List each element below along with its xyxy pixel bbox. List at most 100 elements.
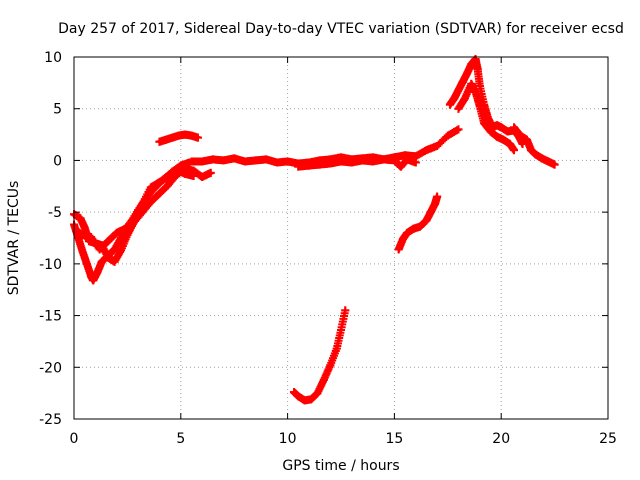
series-arc-dip bbox=[290, 306, 350, 405]
data-point bbox=[422, 146, 431, 155]
data-point bbox=[341, 306, 350, 315]
data-point bbox=[110, 245, 119, 254]
data-point bbox=[445, 100, 454, 109]
data-point bbox=[112, 228, 121, 237]
data-point bbox=[454, 86, 463, 95]
data-point bbox=[163, 172, 172, 181]
data-point bbox=[358, 156, 367, 165]
data-point bbox=[121, 224, 130, 233]
data-point bbox=[219, 156, 228, 165]
data-point bbox=[537, 154, 546, 163]
data-point bbox=[422, 216, 431, 225]
data-point bbox=[403, 228, 412, 237]
x-tick-label: 10 bbox=[279, 431, 297, 447]
chart-title: Day 257 of 2017, Sidereal Day-to-day VTE… bbox=[58, 21, 624, 37]
series-arc-rise bbox=[394, 192, 442, 254]
data-point bbox=[409, 224, 418, 233]
data-point bbox=[116, 246, 125, 255]
data-point bbox=[326, 159, 335, 168]
data-point bbox=[463, 69, 472, 78]
data-point bbox=[332, 344, 341, 353]
data-point bbox=[129, 214, 138, 223]
data-point bbox=[531, 150, 540, 159]
data-point bbox=[416, 222, 425, 231]
y-tick-label: 0 bbox=[53, 153, 62, 169]
data-point bbox=[189, 171, 198, 180]
data-point bbox=[163, 181, 172, 190]
data-point bbox=[550, 160, 559, 169]
data-point bbox=[87, 272, 96, 281]
y-tick-label: 5 bbox=[53, 102, 62, 118]
data-point bbox=[208, 155, 217, 164]
data-point bbox=[497, 123, 506, 132]
data-point bbox=[307, 395, 316, 404]
data-point bbox=[230, 154, 239, 163]
data-point bbox=[433, 141, 442, 150]
data-point bbox=[313, 389, 322, 398]
data-point bbox=[480, 119, 489, 128]
data-point bbox=[430, 199, 439, 208]
data-point bbox=[155, 178, 164, 187]
x-tick-label: 15 bbox=[385, 431, 403, 447]
data-point bbox=[527, 146, 536, 155]
data-point bbox=[450, 94, 459, 103]
data-point bbox=[187, 131, 196, 140]
data-point bbox=[403, 155, 412, 164]
data-point bbox=[319, 375, 328, 384]
series-arc-short-upper bbox=[155, 130, 202, 146]
data-point bbox=[240, 157, 249, 166]
data-point bbox=[516, 131, 525, 140]
data-point bbox=[337, 326, 345, 335]
data-point bbox=[193, 133, 202, 142]
data-point bbox=[181, 169, 190, 178]
data-point bbox=[433, 192, 442, 201]
data-point bbox=[72, 226, 81, 235]
data-point bbox=[198, 157, 207, 166]
data-point bbox=[443, 131, 452, 140]
data-point bbox=[80, 223, 89, 232]
data-point bbox=[411, 158, 420, 167]
data-point bbox=[155, 137, 164, 146]
x-tick-label: 5 bbox=[176, 431, 185, 447]
data-point bbox=[294, 162, 303, 171]
y-tick-label: -15 bbox=[39, 309, 62, 325]
data-point bbox=[475, 102, 484, 111]
data-point bbox=[82, 259, 91, 268]
data-point bbox=[78, 230, 87, 239]
plot-frame bbox=[73, 56, 609, 420]
data-point bbox=[206, 168, 215, 177]
data-point bbox=[337, 157, 345, 166]
data-point bbox=[78, 247, 87, 256]
data-point bbox=[369, 157, 378, 166]
data-point bbox=[396, 162, 405, 171]
data-point bbox=[104, 237, 113, 246]
data-point bbox=[475, 81, 484, 90]
data-point bbox=[168, 133, 177, 142]
data-point bbox=[390, 156, 399, 165]
y-tick-label: 10 bbox=[44, 50, 62, 66]
data-point bbox=[471, 88, 480, 97]
x-axis-label: GPS time / hours bbox=[282, 458, 399, 474]
data-point bbox=[315, 160, 324, 169]
data-point bbox=[454, 104, 463, 113]
data-point bbox=[138, 199, 147, 208]
data-point bbox=[304, 161, 313, 170]
data-point bbox=[426, 208, 435, 217]
data-point bbox=[76, 214, 85, 223]
y-tick-label: -10 bbox=[39, 257, 62, 273]
data-point bbox=[492, 132, 501, 141]
data-point bbox=[294, 392, 303, 401]
data-point bbox=[110, 257, 119, 266]
data-point bbox=[510, 146, 519, 155]
data-point bbox=[486, 127, 495, 136]
data-point bbox=[522, 135, 531, 144]
data-point bbox=[172, 165, 181, 174]
data-point bbox=[146, 183, 155, 192]
data-point bbox=[187, 157, 196, 166]
series-markers bbox=[290, 306, 350, 405]
data-point bbox=[87, 232, 96, 241]
series-arc-main-lower bbox=[294, 155, 420, 171]
x-tick-label: 0 bbox=[70, 431, 79, 447]
data-point bbox=[181, 130, 190, 139]
